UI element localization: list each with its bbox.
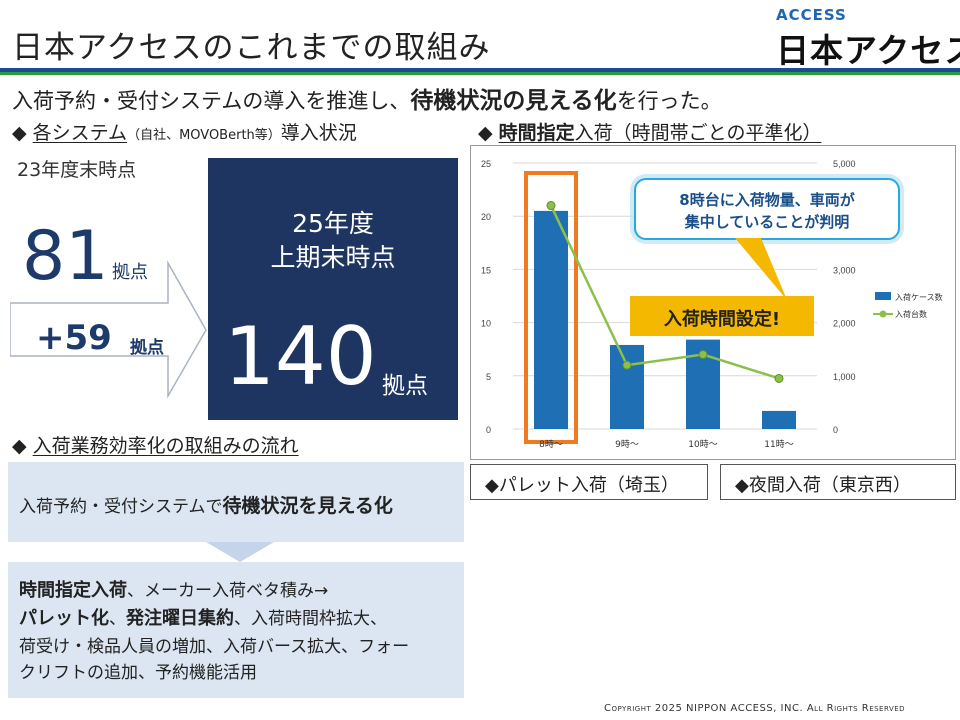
increase-value: +59 — [36, 318, 112, 358]
fy25-value: 140 — [224, 310, 377, 403]
chart-right-tick-label: 2,000 — [833, 319, 856, 329]
flow-step-1-text: 入荷予約・受付システムで待機状況を見える化 — [19, 491, 393, 518]
section-systems-paren: （自社、MOVOBerth等） — [127, 128, 281, 143]
legend-line-label: 入荷台数 — [895, 309, 927, 319]
chart-bar — [610, 344, 644, 429]
logo-sub-text: ACCESS — [776, 6, 847, 24]
chart-right-tick-label: 3,000 — [833, 265, 856, 275]
header-divider-blue — [0, 68, 960, 72]
chart-category-label: 9時～ — [615, 439, 639, 450]
callout-line-2: 集中していることが判明 — [684, 213, 850, 231]
section-time-rest: 入荷（時間帯ごとの平準化） — [574, 122, 822, 144]
chart-left-tick-label: 20 — [481, 212, 491, 222]
flow-step-2-line-3: 荷受け・検品人員の増加、入荷バース拡大、フォー — [19, 637, 410, 657]
set-time-label: 入荷時間設定! — [663, 309, 781, 330]
logo-main-text: 日本アクセス — [776, 31, 960, 70]
pallet-arrival-tag-text: ◆パレット入荷（埼玉） — [485, 475, 679, 496]
lead-text-bold: 待機状況の見える化 — [410, 88, 617, 114]
lead-sentence: 入荷予約・受付システムの導入を推進し、待機状況の見える化を行った。 — [12, 81, 722, 115]
flow-step-1-prefix: 入荷予約・受付システムで — [19, 497, 223, 517]
chart-bar — [762, 410, 796, 429]
copyright-notice: Copyright 2025 NIPPON ACCESS, INC. All R… — [604, 703, 906, 714]
diamond-bullet-icon: ◆ — [12, 435, 27, 457]
flow-step-2-line-2-bold-2: 発注曜日集約 — [126, 608, 234, 629]
chart-series-line — [549, 205, 780, 380]
lead-text-after: を行った。 — [616, 89, 722, 113]
flow-step-2-line-2-bold-1: パレット化 — [19, 608, 109, 629]
legend-bar-swatch — [875, 292, 891, 300]
chart-line-point — [622, 360, 632, 370]
section-heading-systems: ◆ 各システム（自社、MOVOBerth等）導入状況 — [12, 118, 357, 145]
lead-text-before: 入荷予約・受付システムの導入を推進し、 — [12, 89, 411, 113]
legend-bar-label: 入荷ケース数 — [895, 292, 943, 302]
fy23-value: 81 — [22, 217, 109, 296]
chart-bars — [534, 210, 796, 429]
chart-line — [546, 201, 784, 383]
section-systems-suffix: 導入状況 — [280, 122, 357, 144]
section-heading-time: ◆ 時間指定入荷（時間帯ごとの平準化） — [478, 118, 821, 145]
fy25-unit: 拠点 — [382, 373, 428, 399]
flow-step-2-line-2-sep: 、 — [109, 609, 126, 629]
diamond-bullet-icon: ◆ — [478, 122, 493, 144]
legend-line-marker — [879, 310, 887, 318]
company-logo: ACCESS 日本アクセス — [776, 6, 960, 70]
flow-step-2-line-2: パレット化、発注曜日集約、入荷時間枠拡大、 — [19, 604, 387, 630]
chart-left-tick-label: 0 — [486, 425, 491, 435]
flow-step-2-line-4: クリフトの追加、予約機能活用 — [19, 663, 257, 683]
chart-highlight — [524, 171, 578, 444]
chart-left-tick-label: 10 — [481, 319, 491, 329]
set-time-label-box: 入荷時間設定! — [630, 296, 814, 336]
chart-category-label: 10時～ — [688, 439, 717, 450]
diamond-bullet-icon: ◆ — [12, 122, 27, 144]
chart-category-label: 8時～ — [539, 439, 563, 450]
page-title: 日本アクセスのこれまでの取組み — [12, 30, 491, 66]
chart-line-point — [698, 350, 708, 360]
night-arrival-tag-text: ◆夜間入荷（東京西） — [735, 475, 911, 496]
night-arrival-tag: ◆夜間入荷（東京西） — [720, 464, 956, 500]
header-divider-green — [0, 72, 960, 75]
chart-right-tick-label: 5,000 — [833, 159, 856, 169]
section-flow-title: 入荷業務効率化の取組みの流れ — [32, 435, 299, 457]
chart-line-point — [546, 201, 556, 211]
flow-step-1: 入荷予約・受付システムで待機状況を見える化 — [8, 462, 464, 542]
chart-left-tick-label: 25 — [481, 159, 491, 169]
growth-arrow-icon — [10, 260, 207, 398]
section-systems-title: 各システム — [32, 122, 128, 144]
section-time-bold: 時間指定 — [498, 122, 575, 144]
fy23-unit: 拠点 — [112, 262, 148, 283]
pallet-arrival-tag: ◆パレット入荷（埼玉） — [470, 464, 708, 500]
chart-left-tick-label: 5 — [486, 372, 491, 382]
fy25-label-line2: 上期末時点 — [270, 243, 396, 272]
flow-step-2-line-2-rest: 、入荷時間枠拡大、 — [234, 609, 387, 629]
fy25-label-line1: 25年度 — [292, 209, 374, 238]
chart-left-ticks: 0 5 10 15 20 25 — [481, 159, 491, 435]
chart-line-point — [774, 373, 784, 383]
flow-step-2-line-1: 時間指定入荷、メーカー入荷ベタ積み→ — [19, 576, 328, 602]
flow-step-2-line-1-rest: 、メーカー入荷ベタ積み→ — [127, 581, 329, 601]
chart-bar — [534, 210, 568, 429]
flow-step-1-bold: 待機状況を見える化 — [222, 495, 393, 517]
insight-callout: 8時台に入荷物量、車両が 集中していることが判明 — [634, 178, 900, 240]
section-heading-flow: ◆ 入荷業務効率化の取組みの流れ — [12, 431, 299, 458]
flow-down-arrow-icon — [206, 542, 274, 562]
callout-tail-icon — [735, 238, 787, 300]
callout-line-1: 8時台に入荷物量、車両が — [679, 191, 855, 209]
fy25-stat-box: 25年度 上期末時点 140 拠点 — [208, 158, 458, 420]
fy23-label: 23年度末時点 — [17, 159, 137, 181]
chart-category-labels: 8時～ 9時～ 10時～ 11時～ — [539, 439, 794, 450]
chart-left-tick-label: 15 — [481, 265, 491, 275]
increase-unit: 拠点 — [130, 338, 164, 358]
flow-step-2: 時間指定入荷、メーカー入荷ベタ積み→ パレット化、発注曜日集約、入荷時間枠拡大、… — [8, 562, 464, 698]
flow-step-2-line-1-bold: 時間指定入荷 — [19, 580, 127, 601]
chart-right-tick-label: 1,000 — [833, 372, 856, 382]
chart-highlight-box — [524, 171, 578, 444]
chart-category-label: 11時～ — [764, 439, 793, 450]
chart-right-tick-label: 0 — [833, 425, 838, 435]
